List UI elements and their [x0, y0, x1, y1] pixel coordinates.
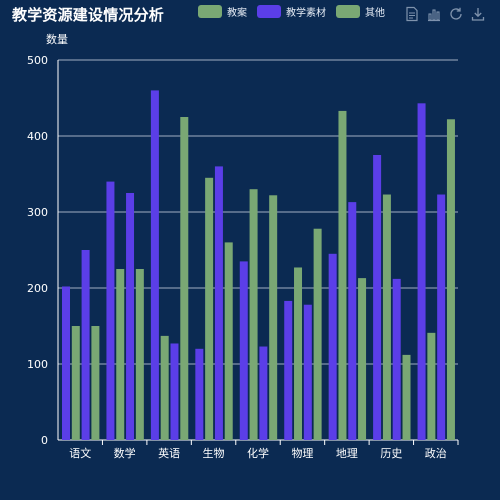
- bar-地理-2[interactable]: [348, 202, 357, 440]
- bar-数学-1[interactable]: [116, 269, 125, 440]
- x-tick-label: 化学: [247, 446, 269, 460]
- bar-物理-2[interactable]: [303, 304, 312, 440]
- y-tick-label: 300: [27, 206, 48, 219]
- y-tick-label: 500: [27, 54, 48, 67]
- bar-物理-0[interactable]: [284, 300, 293, 440]
- download-icon[interactable]: [470, 6, 486, 22]
- refresh-icon[interactable]: [448, 6, 464, 22]
- legend-swatch: [198, 5, 222, 18]
- x-tick-label: 生物: [203, 446, 225, 460]
- grid-lines: [58, 59, 458, 365]
- y-tick-label: 400: [27, 130, 48, 143]
- bar-英语-2[interactable]: [170, 343, 179, 440]
- legend-swatch: [336, 5, 360, 18]
- x-tick-label: 政治: [425, 446, 447, 460]
- bar-地理-3[interactable]: [358, 278, 367, 440]
- bar-数学-2[interactable]: [126, 193, 135, 440]
- legend-label: 教学素材: [286, 8, 326, 19]
- x-tick-label: 物理: [291, 446, 313, 460]
- bar-语文-0[interactable]: [62, 286, 70, 440]
- bar-政治-0[interactable]: [417, 103, 426, 440]
- bar-化学-1[interactable]: [249, 189, 258, 440]
- legend-swatch: [257, 5, 281, 18]
- bar-政治-1[interactable]: [427, 332, 436, 440]
- legend-label: 其他: [365, 8, 385, 19]
- x-tick-label: 数学: [114, 446, 136, 460]
- toolbox: [404, 6, 486, 22]
- bar-数学-0[interactable]: [106, 181, 115, 440]
- bar-物理-3[interactable]: [313, 228, 322, 440]
- bar-历史-3[interactable]: [402, 354, 411, 440]
- legend-item-sucai[interactable]: 教学素材: [257, 4, 326, 19]
- bar-数学-3[interactable]: [135, 269, 144, 440]
- bar-政治-2[interactable]: [437, 194, 446, 440]
- bar-历史-2[interactable]: [392, 278, 401, 440]
- x-tick-label: 地理: [336, 447, 358, 460]
- bar-英语-0[interactable]: [150, 90, 159, 441]
- bar-地理-0[interactable]: [328, 253, 337, 440]
- bar-生物-0[interactable]: [195, 348, 204, 440]
- bar-语文-3[interactable]: [91, 326, 100, 440]
- bar-政治-3[interactable]: [446, 119, 455, 440]
- legend-item-qita[interactable]: 其他: [336, 4, 385, 19]
- bar-历史-0[interactable]: [373, 155, 382, 440]
- legend-item-jiaoan[interactable]: 教案: [198, 4, 247, 19]
- bar-生物-1[interactable]: [205, 177, 214, 441]
- data-view-icon[interactable]: [404, 6, 420, 22]
- chart-title: 教学资源建设情况分析: [12, 6, 165, 24]
- y-tick-label: 100: [27, 358, 48, 371]
- y-tick-label: 0: [41, 434, 48, 447]
- bars: [62, 90, 455, 441]
- bar-化学-2[interactable]: [259, 346, 268, 440]
- y-axis-title: 数量: [46, 33, 68, 46]
- bar-历史-1[interactable]: [382, 194, 391, 440]
- legend-label: 教案: [227, 8, 247, 19]
- x-tick-label: 语文: [69, 446, 91, 460]
- bar-语文-1[interactable]: [71, 326, 80, 440]
- bar-化学-3[interactable]: [269, 195, 278, 440]
- axes: 数量: [46, 33, 459, 445]
- bar-生物-2[interactable]: [214, 166, 223, 440]
- tick-labels: 0 100 200 300 400 500 语文 数学 英语 生物 化学 物理 地理 历史 政治: [27, 54, 447, 460]
- bar-化学-0[interactable]: [239, 261, 248, 440]
- bar-英语-3[interactable]: [180, 117, 189, 440]
- x-tick-label: 英语: [158, 446, 180, 460]
- x-tick-label: 历史: [380, 447, 402, 460]
- y-tick-label: 200: [27, 282, 48, 295]
- bar-语文-2[interactable]: [81, 250, 90, 440]
- bar-英语-1[interactable]: [160, 335, 169, 440]
- bar-chart-icon[interactable]: [426, 6, 442, 22]
- bar-生物-3[interactable]: [224, 242, 233, 440]
- bar-地理-1[interactable]: [338, 110, 347, 441]
- bar-物理-1[interactable]: [294, 267, 303, 440]
- legend: 教案 教学素材 其他: [198, 4, 385, 19]
